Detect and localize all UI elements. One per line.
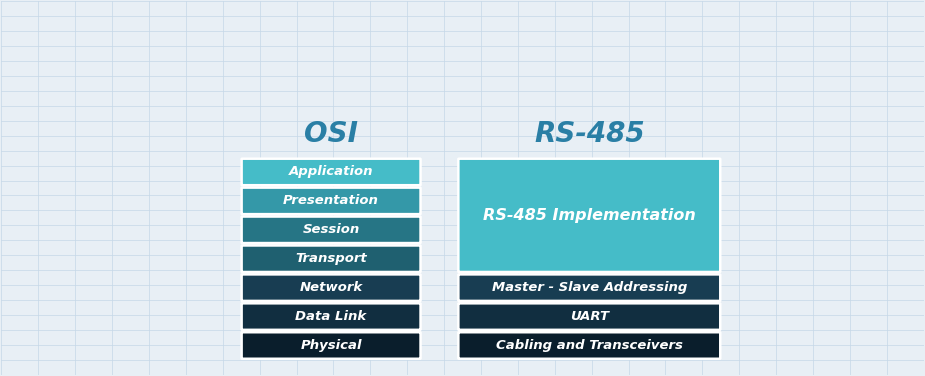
Text: Physical: Physical [301,339,362,352]
FancyBboxPatch shape [241,159,421,185]
FancyBboxPatch shape [459,159,721,272]
FancyBboxPatch shape [241,303,421,330]
FancyBboxPatch shape [459,274,721,301]
FancyBboxPatch shape [241,274,421,301]
Text: Cabling and Transceivers: Cabling and Transceivers [496,339,683,352]
FancyBboxPatch shape [241,332,421,359]
Text: Presentation: Presentation [283,194,379,208]
Text: Transport: Transport [295,252,367,265]
FancyBboxPatch shape [459,303,721,330]
Text: Application: Application [289,165,374,179]
Text: RS-485: RS-485 [534,120,645,148]
FancyBboxPatch shape [241,246,421,272]
FancyBboxPatch shape [459,332,721,359]
Text: Session: Session [302,223,360,236]
Text: UART: UART [570,310,609,323]
Text: RS-485 Implementation: RS-485 Implementation [483,208,696,223]
Text: Master - Slave Addressing: Master - Slave Addressing [491,281,687,294]
FancyBboxPatch shape [241,188,421,214]
FancyBboxPatch shape [241,217,421,243]
Text: Network: Network [300,281,363,294]
Text: Data Link: Data Link [295,310,366,323]
Text: OSI: OSI [304,120,358,148]
